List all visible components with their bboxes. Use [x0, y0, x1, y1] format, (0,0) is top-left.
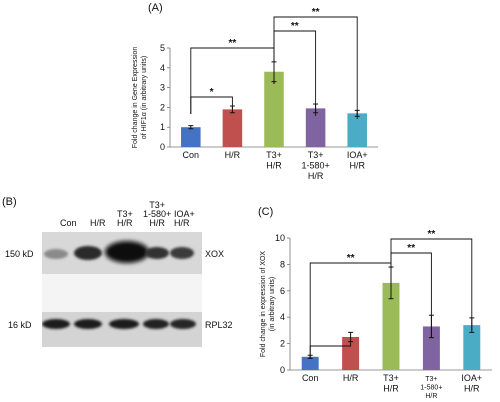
bar — [222, 109, 243, 147]
y-tick-label: 8 — [280, 259, 285, 269]
y-tick-label: 6 — [280, 286, 285, 296]
y-tick-label: 0 — [160, 142, 165, 152]
significance-bracket — [273, 16, 358, 119]
y-tick-label: 0 — [280, 365, 285, 375]
xox-band — [170, 247, 194, 259]
significance-label: * — [210, 87, 214, 98]
significance-label: ** — [347, 253, 355, 264]
blot-lane-label: IOA+ H/R — [174, 209, 195, 228]
xox-band — [145, 247, 169, 259]
bar — [342, 337, 360, 370]
rpl32-band — [109, 319, 139, 329]
blot-membrane-bottom — [42, 312, 202, 347]
x-tick-label: T3+ — [266, 150, 282, 160]
blot-lane-label: T3+ 1-580+ H/R — [143, 200, 172, 228]
y-axis-label: Fold change in expression of XOX — [260, 251, 267, 358]
bar — [463, 325, 481, 370]
x-tick-label: T3+ — [425, 376, 437, 383]
x-tick-label: IOA+ — [461, 373, 482, 383]
xox-band — [74, 246, 102, 260]
rpl32-band — [74, 319, 102, 329]
rpl32-band — [143, 319, 169, 329]
panel-a-label: (A) — [148, 2, 163, 14]
x-tick-label: T3+ — [383, 373, 399, 383]
y-tick-label: 1 — [160, 122, 165, 132]
y-tick-label: 2 — [160, 102, 165, 112]
y-axis-label: (in arbitrary units) — [269, 277, 276, 331]
bar — [347, 113, 367, 147]
x-tick-label: H/R — [383, 384, 399, 394]
y-tick-label: 3 — [160, 83, 165, 93]
y-axis-label: Fold change in Gene Expression — [132, 47, 139, 149]
blot-gap — [42, 274, 202, 312]
blot-lane-label: T3+ H/R — [117, 209, 133, 228]
x-tick-label: H/R — [349, 161, 365, 171]
x-tick-label: 1-580+ — [301, 161, 329, 171]
significance-label: ** — [428, 229, 436, 240]
y-tick-label: 4 — [160, 63, 165, 73]
y-tick-label: 5 — [160, 43, 165, 53]
x-tick-label: H/R — [425, 393, 437, 400]
x-tick-label: H/R — [343, 373, 359, 383]
bar — [422, 326, 440, 370]
bar — [264, 71, 284, 147]
bar — [301, 356, 319, 370]
rpl32-band — [42, 319, 70, 329]
significance-label: ** — [291, 21, 299, 32]
x-tick-label: 1-580+ — [420, 385, 442, 392]
blot-lane-label: Con — [60, 218, 77, 228]
x-tick-label: H/R — [464, 384, 480, 394]
x-tick-label: T3+ — [308, 150, 324, 160]
blot-protein-label-rpl32: RPL32 — [205, 320, 233, 330]
xox-band — [105, 241, 149, 263]
blot-protein-label-xox: XOX — [205, 249, 225, 259]
x-tick-label: Con — [302, 373, 319, 383]
blot-image — [42, 232, 202, 347]
bar — [382, 282, 400, 370]
blot-lane-label: H/R — [90, 218, 106, 228]
y-tick-label: 4 — [280, 312, 285, 322]
xox-band — [44, 249, 68, 259]
panel-b-label: (B) — [2, 196, 17, 208]
y-axis-label: of HIF1α (in arbitrary units) — [141, 56, 148, 139]
y-tick-label: 2 — [280, 339, 285, 349]
y-tick-label: 10 — [275, 233, 285, 243]
x-tick-label: IOA+ — [347, 150, 368, 160]
rpl32-band — [170, 319, 196, 329]
significance-bracket — [390, 238, 473, 330]
x-tick-label: H/R — [266, 161, 282, 171]
significance-label: ** — [407, 243, 415, 254]
blot-size-label-16: 16 kD — [8, 320, 32, 330]
x-tick-label: H/R — [308, 171, 324, 181]
x-tick-label: Con — [183, 150, 200, 160]
significance-label: ** — [229, 38, 237, 49]
significance-label: ** — [312, 7, 320, 18]
bar — [181, 127, 201, 147]
x-tick-label: H/R — [225, 150, 241, 160]
panel-c-label: (C) — [258, 206, 274, 218]
bar — [305, 108, 326, 147]
blot-size-label-150: 150 kD — [5, 249, 34, 259]
